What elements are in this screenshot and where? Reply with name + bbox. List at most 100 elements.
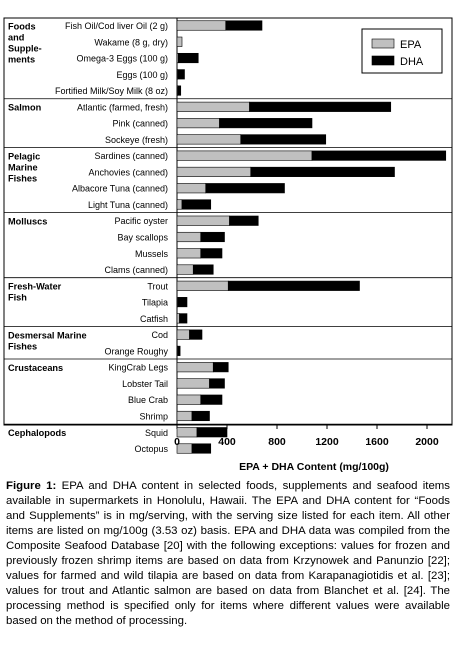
x-tick-label: 400 — [218, 436, 236, 448]
bar-dha — [200, 394, 223, 405]
bar-dha — [311, 150, 447, 161]
item-label: Fortified Milk/Soy Milk (8 oz) — [55, 86, 168, 96]
item-label: Lobster Tail — [122, 379, 168, 389]
item-label: Blue Crab — [128, 395, 168, 405]
group-label: Pelagic — [8, 152, 40, 162]
bar-dha — [205, 183, 285, 194]
epa-dha-bar-chart: Fish Oil/Cod liver Oil (2 g) Wakame (8 g,… — [3, 17, 453, 473]
bar-epa — [176, 394, 202, 405]
caption-text: EPA and DHA content in selected foods, s… — [6, 480, 450, 627]
bar-dha — [212, 362, 229, 373]
bar-dha — [196, 427, 228, 438]
group-label: Marine — [8, 163, 38, 173]
legend-swatch-dha — [371, 55, 395, 66]
bar-epa — [176, 313, 180, 324]
bar-dha — [177, 345, 181, 356]
item-label: Cod — [151, 330, 168, 340]
bar-dha — [177, 85, 182, 96]
bar-epa — [176, 264, 194, 275]
bar-epa — [176, 215, 230, 226]
item-label: KingCrab Legs — [108, 363, 168, 373]
group-label: and — [8, 32, 24, 42]
item-label: Shrimp — [139, 411, 168, 421]
bar-epa — [176, 150, 313, 161]
legend-label-dha: DHA — [400, 56, 424, 68]
bar-dha — [191, 410, 210, 422]
item-label: Albacore Tuna (canned) — [72, 184, 168, 194]
group-label: Molluscs — [8, 217, 47, 227]
item-label: Mussels — [135, 249, 169, 259]
item-label: Bay scallops — [117, 233, 168, 243]
item-label: Atlantic (farmed, fresh) — [77, 102, 168, 112]
group-label: Foods — [8, 21, 36, 31]
bar-epa — [176, 362, 214, 373]
group-label: ments — [8, 54, 35, 64]
group-label: Fishes — [8, 174, 37, 184]
bar-epa — [176, 378, 210, 389]
bar-dha — [249, 101, 392, 112]
bar-epa — [176, 248, 202, 259]
item-label: Pink (canned) — [112, 119, 168, 129]
bar-epa — [176, 36, 183, 47]
group-label: Desmersal Marine — [8, 330, 87, 340]
bar-dha — [177, 297, 188, 308]
group-label: Supple- — [8, 43, 42, 53]
legend-box — [361, 28, 443, 74]
group-label: Cephalopods — [8, 428, 66, 438]
item-label: Clams (canned) — [104, 265, 168, 275]
bar-dha — [177, 52, 199, 64]
x-tick-label: 1200 — [315, 436, 339, 448]
bar-epa — [176, 199, 183, 210]
item-label: Pacific oyster — [114, 216, 168, 226]
bar-dha — [209, 378, 225, 389]
group-label: Fish — [8, 293, 27, 303]
item-label: Light Tuna (canned) — [88, 200, 168, 210]
item-label: Octopus — [134, 444, 168, 454]
group-label: Salmon — [8, 103, 42, 113]
bar-epa — [176, 427, 198, 438]
bar-dha — [179, 313, 188, 324]
bar-dha — [192, 264, 214, 275]
group-label: Fresh-Water — [8, 282, 62, 292]
item-label: Omega-3 Eggs (100 g) — [76, 54, 168, 64]
item-label: Catfish — [140, 314, 168, 324]
item-label: Sardines (canned) — [94, 151, 168, 161]
x-tick-label: 0 — [174, 436, 180, 448]
bar-epa — [176, 101, 250, 112]
item-label: Fish Oil/Cod liver Oil (2 g) — [65, 21, 168, 31]
bar-epa — [176, 410, 193, 422]
item-label: Sockeye (fresh) — [105, 135, 168, 145]
bar-dha — [240, 134, 327, 145]
group-label: Fishes — [8, 341, 37, 351]
bar-dha — [177, 69, 185, 80]
bar-epa — [176, 329, 190, 340]
x-tick-label: 800 — [268, 436, 286, 448]
bar-epa — [176, 231, 202, 243]
bar-epa — [176, 280, 229, 291]
bar-epa — [176, 183, 207, 194]
item-label: Orange Roughy — [104, 346, 168, 356]
bar-epa — [176, 118, 220, 129]
x-tick-label: 1600 — [365, 436, 389, 448]
figure-caption: Figure 1: EPA and DHA content in selecte… — [6, 479, 450, 629]
bar-dha — [229, 215, 259, 226]
bar-dha — [225, 20, 263, 31]
item-label: Anchovies (canned) — [88, 167, 168, 177]
bar-dha — [219, 118, 313, 129]
bar-epa — [176, 134, 242, 145]
bar-dha — [189, 329, 203, 340]
item-label: Tilapia — [142, 298, 168, 308]
legend-swatch-epa — [371, 38, 395, 49]
caption-label: Figure 1: — [6, 480, 57, 492]
item-label: Trout — [147, 281, 168, 291]
item-label: Eggs (100 g) — [116, 70, 168, 80]
bar-dha — [250, 166, 395, 177]
bar-epa — [176, 20, 227, 31]
bar-dha — [181, 199, 212, 210]
bar-epa — [176, 166, 252, 177]
bar-dha — [200, 248, 223, 259]
bar-dha — [227, 280, 360, 291]
item-label: Squid — [145, 428, 168, 438]
bar-dha — [200, 231, 225, 243]
item-label: Wakame (8 g, dry) — [94, 37, 168, 47]
